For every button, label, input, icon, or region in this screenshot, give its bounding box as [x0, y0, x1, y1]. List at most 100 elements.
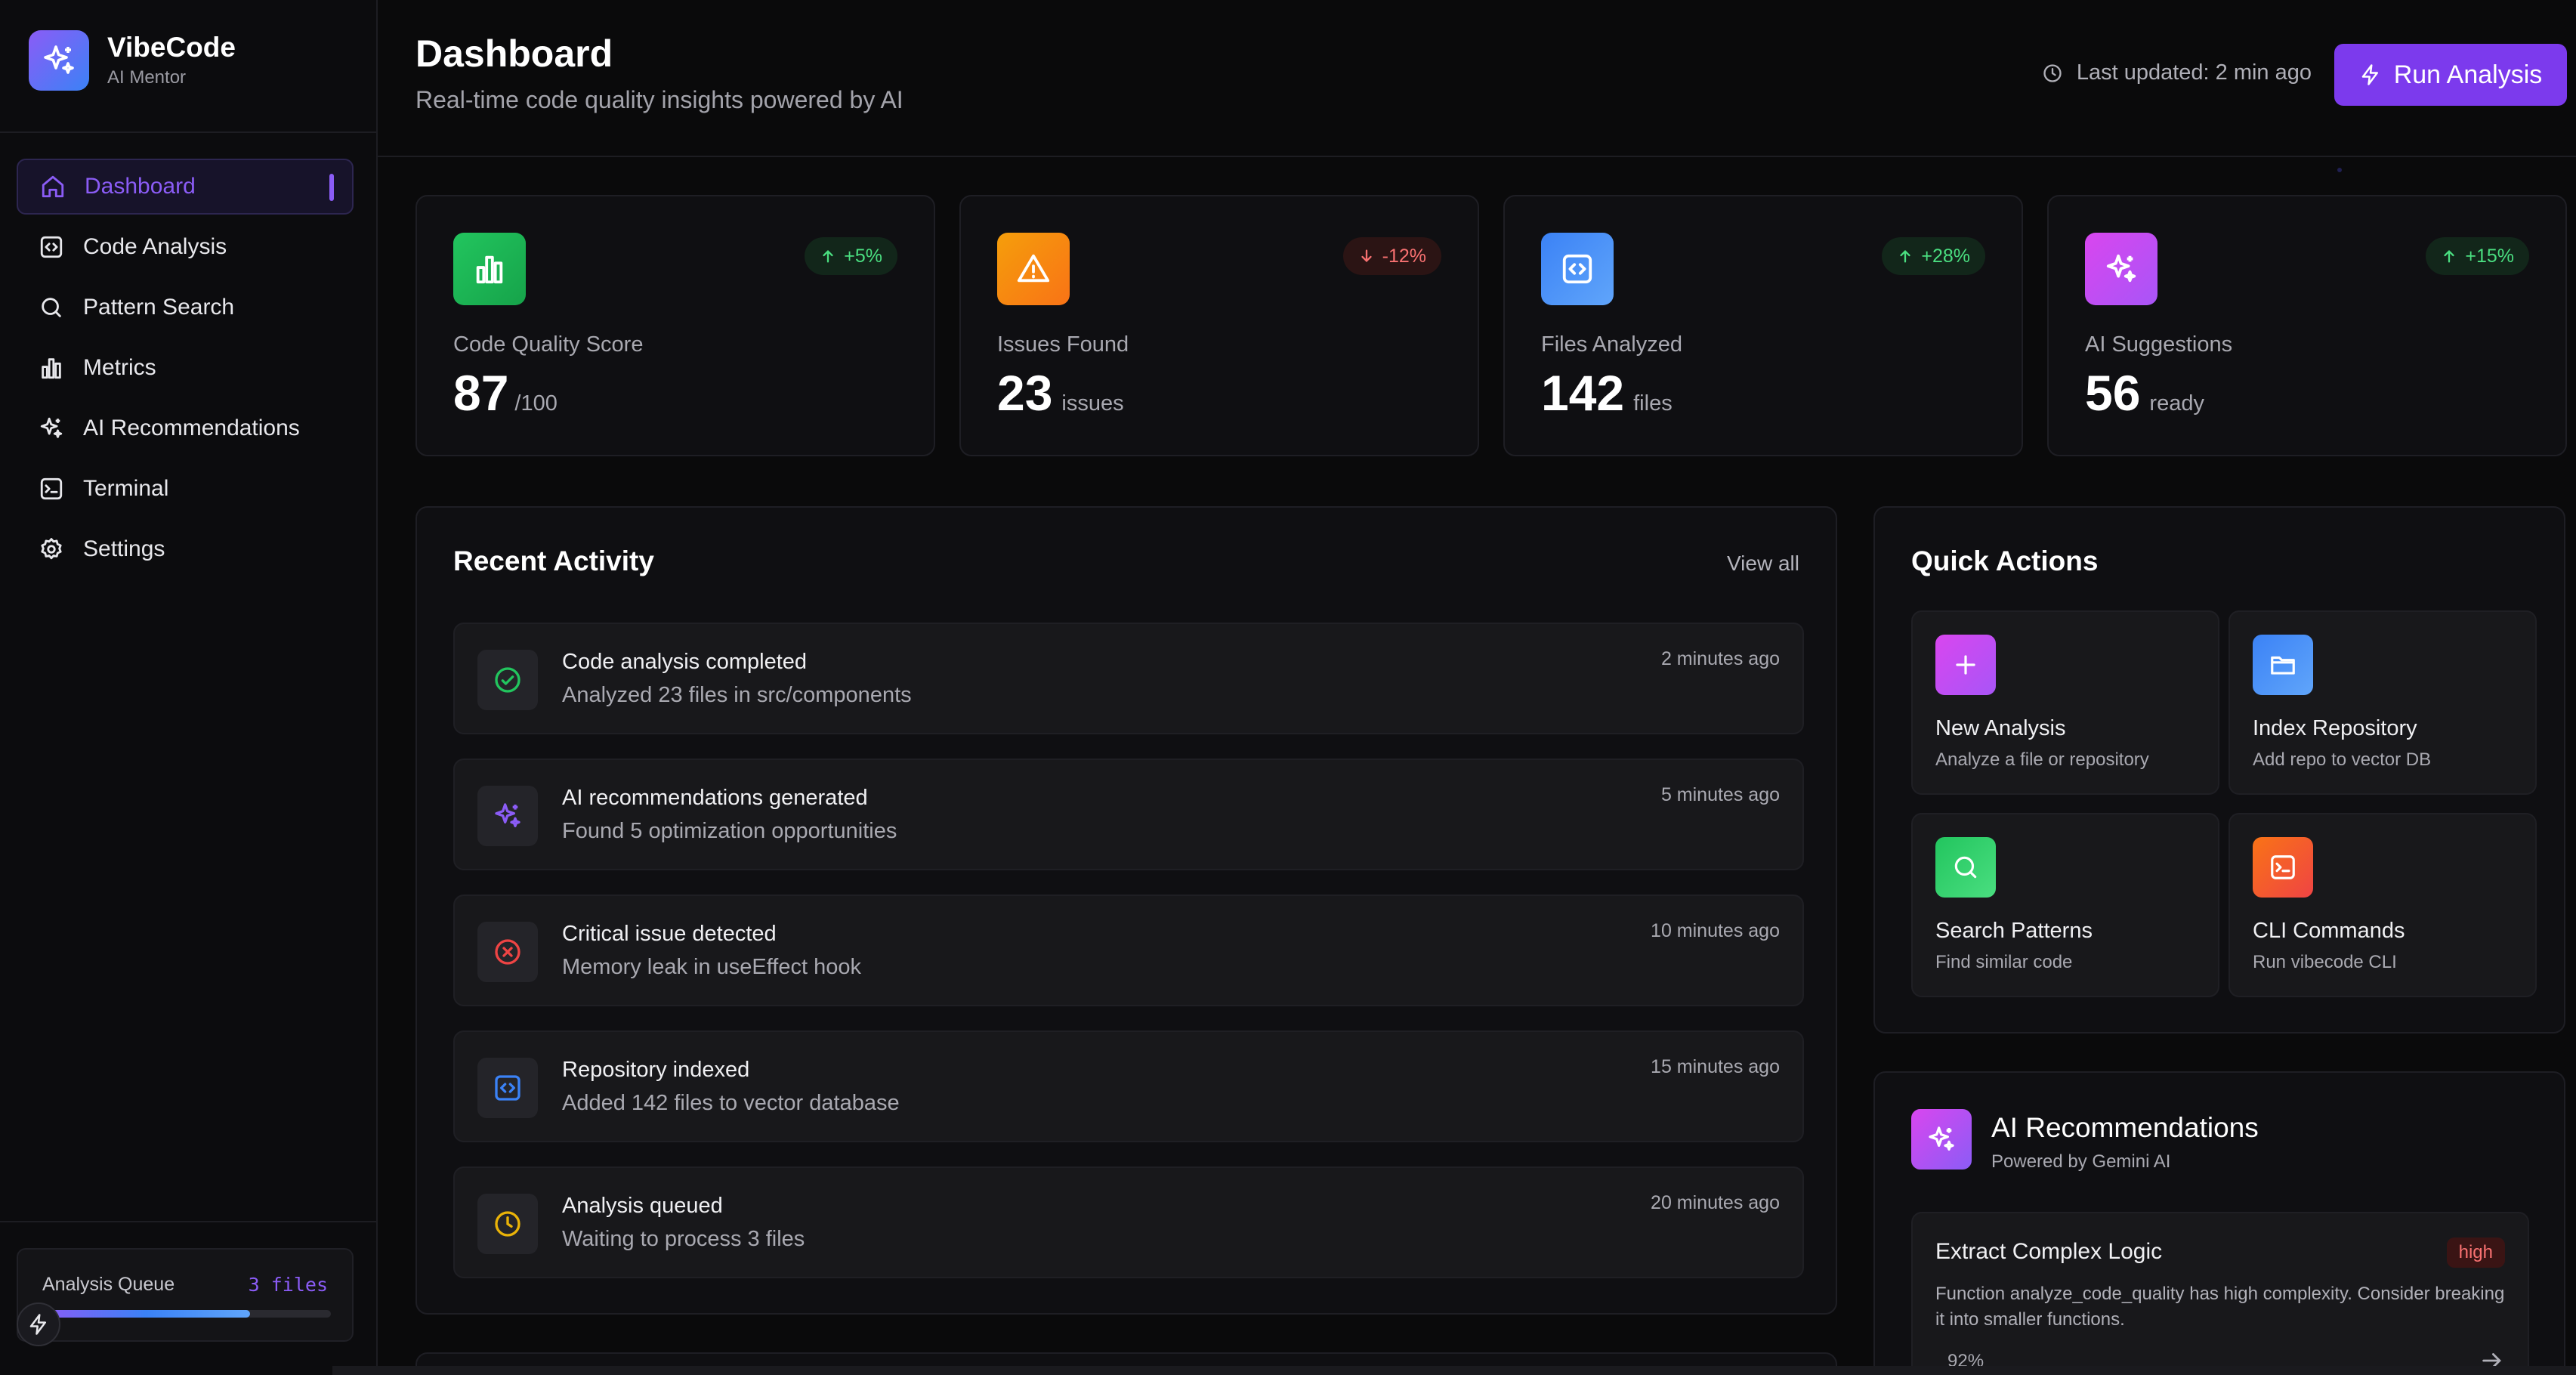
stat-label: AI Suggestions: [2085, 332, 2233, 357]
horizontal-scrollbar[interactable]: [332, 1366, 2576, 1375]
quick-action-title: New Analysis: [1935, 716, 2066, 740]
quick-action-title: CLI Commands: [2253, 919, 2405, 943]
stat-label: Files Analyzed: [1541, 332, 1682, 357]
stat-number: 56: [2085, 365, 2141, 421]
activity-item[interactable]: Repository indexed Added 142 files to ve…: [453, 1030, 1804, 1142]
queue-label: Analysis Queue: [42, 1274, 175, 1295]
activity-item[interactable]: Analysis queued Waiting to process 3 fil…: [453, 1166, 1804, 1278]
search-patterns-button[interactable]: Search Patterns Find similar code: [1911, 813, 2219, 997]
sidebar-item-metrics[interactable]: Metrics: [17, 340, 354, 396]
ai-recommendations-subtitle: Powered by Gemini AI: [1991, 1151, 2171, 1172]
quick-action-description: Analyze a file or repository: [1935, 749, 2149, 770]
activity-title: Code analysis completed: [562, 650, 808, 674]
sparkles-logo-icon: [29, 30, 89, 91]
stat-value: 23 issues: [997, 364, 1124, 422]
quick-actions-title: Quick Actions: [1911, 545, 2099, 576]
sidebar-nav: Dashboard Code Analysis Pattern Search M…: [17, 159, 354, 582]
terminal-icon: [36, 474, 66, 504]
quick-action-description: Add repo to vector DB: [2253, 749, 2432, 770]
sidebar-item-terminal[interactable]: Terminal: [17, 461, 354, 517]
activity-title: Analysis queued: [562, 1194, 723, 1218]
stat-card-code-quality[interactable]: +5% Code Quality Score 87 /100: [415, 195, 935, 456]
arrow-up-icon: [2441, 248, 2457, 264]
terminal-icon: [2253, 837, 2313, 898]
activity-description: Memory leak in useEffect hook: [562, 955, 861, 979]
cli-commands-button[interactable]: CLI Commands Run vibecode CLI: [2229, 813, 2537, 997]
folder-icon: [2253, 635, 2313, 695]
queue-divider: [0, 1221, 376, 1222]
new-analysis-button[interactable]: New Analysis Analyze a file or repositor…: [1911, 610, 2219, 795]
run-analysis-button[interactable]: Run Analysis: [2334, 44, 2567, 106]
arrow-right-icon[interactable]: [2479, 1348, 2505, 1373]
stat-card-issues[interactable]: -12% Issues Found 23 issues: [959, 195, 1479, 456]
analysis-queue[interactable]: Analysis Queue 3 files: [17, 1248, 354, 1342]
brand[interactable]: VibeCode AI Mentor: [29, 30, 236, 91]
sidebar-item-label: Code Analysis: [83, 234, 227, 259]
arrow-up-icon: [820, 248, 836, 264]
sparkles-icon: [477, 786, 538, 846]
activity-time: 15 minutes ago: [1651, 1056, 1780, 1077]
sparkles-icon: [1911, 1109, 1972, 1170]
bar-chart-icon: [36, 353, 66, 383]
trend-value: -12%: [1382, 245, 1426, 267]
brand-subtitle: AI Mentor: [107, 67, 187, 88]
header: Dashboard Real-time code quality insight…: [378, 0, 2576, 157]
sidebar-item-label: Pattern Search: [83, 295, 235, 320]
sidebar-item-pattern-search[interactable]: Pattern Search: [17, 280, 354, 335]
sidebar-item-label: AI Recommendations: [83, 416, 300, 440]
last-updated: Last updated: 2 min ago: [2042, 60, 2312, 85]
sidebar-item-code-analysis[interactable]: Code Analysis: [17, 219, 354, 275]
page-subtitle: Real-time code quality insights powered …: [415, 86, 903, 113]
activity-description: Added 142 files to vector database: [562, 1091, 900, 1115]
sparkles-icon: [2085, 233, 2157, 305]
stat-card-ai-suggestions[interactable]: +15% AI Suggestions 56 ready: [2047, 195, 2567, 456]
arrow-down-icon: [1358, 248, 1375, 264]
clock-icon: [477, 1194, 538, 1254]
quick-action-description: Run vibecode CLI: [2253, 952, 2397, 972]
plus-icon: [1935, 635, 1996, 695]
queue-progress-track: [42, 1310, 331, 1318]
search-icon: [1935, 837, 1996, 898]
stat-number: 142: [1541, 365, 1625, 421]
view-all-link[interactable]: View all: [1727, 552, 1799, 575]
recent-activity-title: Recent Activity: [453, 545, 654, 576]
last-updated-text: Last updated: 2 min ago: [2076, 60, 2312, 85]
stat-unit: files: [1633, 391, 1673, 416]
quick-bolt-button[interactable]: [17, 1302, 60, 1346]
sidebar-item-ai-recommendations[interactable]: AI Recommendations: [17, 400, 354, 456]
recent-activity-panel: Recent Activity View all Code analysis c…: [415, 506, 1837, 1315]
x-circle-icon: [477, 922, 538, 982]
sidebar-item-dashboard[interactable]: Dashboard: [17, 159, 354, 215]
queue-progress-fill: [42, 1310, 251, 1318]
recommendation-card[interactable]: Extract Complex Logic high Function anal…: [1911, 1212, 2529, 1375]
active-indicator: [329, 174, 334, 201]
quick-actions-panel: Quick Actions New Analysis Analyze a fil…: [1873, 506, 2565, 1034]
activity-item[interactable]: Code analysis completed Analyzed 23 file…: [453, 623, 1804, 734]
brand-name: VibeCode: [107, 31, 236, 63]
home-icon: [38, 171, 68, 202]
stat-value: 87 /100: [453, 364, 558, 422]
stat-card-files[interactable]: +28% Files Analyzed 142 files: [1503, 195, 2023, 456]
activity-title: Repository indexed: [562, 1058, 750, 1082]
stat-number: 87: [453, 365, 509, 421]
stat-label: Issues Found: [997, 332, 1129, 357]
activity-title: AI recommendations generated: [562, 786, 868, 810]
activity-item[interactable]: Critical issue detected Memory leak in u…: [453, 895, 1804, 1006]
trend-value: +15%: [2465, 245, 2514, 267]
code-icon: [477, 1058, 538, 1118]
sidebar-item-label: Dashboard: [85, 174, 196, 199]
activity-description: Analyzed 23 files in src/components: [562, 683, 912, 707]
quick-action-description: Find similar code: [1935, 952, 2073, 972]
stat-unit: /100: [514, 391, 558, 416]
activity-description: Found 5 optimization opportunities: [562, 819, 897, 843]
run-analysis-label: Run Analysis: [2393, 60, 2543, 89]
index-repository-button[interactable]: Index Repository Add repo to vector DB: [2229, 610, 2537, 795]
sidebar-item-label: Terminal: [83, 476, 169, 501]
activity-item[interactable]: AI recommendations generated Found 5 opt…: [453, 759, 1804, 870]
arrow-up-icon: [1897, 248, 1913, 264]
trend-value: +5%: [844, 245, 882, 267]
trend-badge: +28%: [1882, 237, 1985, 275]
stat-unit: ready: [2149, 391, 2204, 416]
stat-value: 56 ready: [2085, 364, 2204, 422]
sidebar-item-settings[interactable]: Settings: [17, 521, 354, 577]
